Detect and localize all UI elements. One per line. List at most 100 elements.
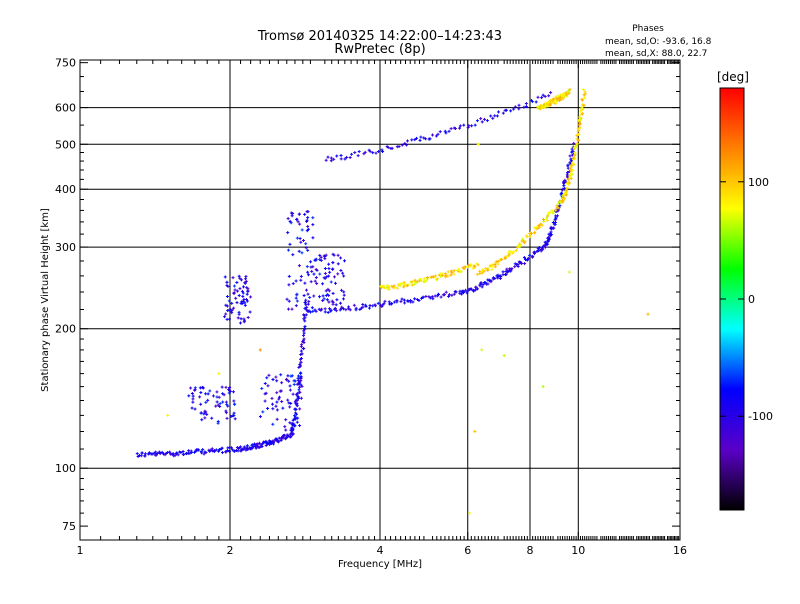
data-point [580, 105, 584, 109]
data-point [524, 102, 528, 106]
data-point [221, 392, 225, 396]
data-point [298, 390, 302, 394]
data-point [411, 300, 415, 304]
data-point [288, 434, 292, 438]
data-point [441, 293, 445, 297]
data-point [224, 303, 228, 307]
data-point [228, 388, 232, 392]
data-point [413, 278, 417, 282]
data-point [543, 94, 547, 98]
data-point [431, 133, 435, 137]
data-point [178, 450, 182, 454]
data-point [523, 239, 527, 243]
data-point [283, 425, 287, 429]
data-point [386, 145, 390, 149]
data-point [223, 275, 227, 279]
data-point [306, 270, 310, 274]
data-point [556, 206, 560, 210]
data-point [570, 163, 574, 167]
data-point [646, 312, 650, 316]
data-point [225, 449, 229, 453]
data-point [322, 276, 326, 280]
data-point [327, 267, 331, 271]
data-point [575, 137, 579, 141]
data-point [304, 246, 308, 250]
data-point [479, 117, 483, 121]
data-point [361, 303, 365, 307]
data-point [304, 288, 308, 292]
data-point [529, 232, 533, 236]
data-point [198, 395, 202, 399]
data-point [344, 308, 348, 312]
data-point [329, 156, 333, 160]
data-point [547, 235, 551, 239]
data-point [275, 417, 279, 421]
data-point [371, 304, 375, 308]
data-point [248, 310, 252, 314]
data-point [578, 115, 582, 119]
data-point [326, 310, 330, 314]
data-point [397, 145, 401, 149]
data-point [295, 420, 299, 424]
data-point [415, 136, 419, 140]
data-point [155, 452, 159, 456]
data-point [350, 152, 354, 156]
data-point [329, 308, 333, 312]
data-point [190, 450, 194, 454]
data-point [143, 454, 147, 458]
data-point [364, 304, 368, 308]
data-point [410, 138, 414, 142]
data-point [302, 347, 306, 351]
data-point [257, 441, 261, 445]
data-point [569, 169, 573, 173]
data-point [285, 297, 289, 301]
y-tick-label: 200 [55, 323, 76, 336]
data-point [240, 447, 244, 451]
data-point [274, 404, 278, 408]
data-point [359, 306, 363, 310]
data-point [489, 279, 493, 283]
data-point [568, 87, 572, 91]
data-point [405, 284, 409, 288]
data-point [419, 278, 423, 282]
data-point [314, 309, 318, 313]
data-point [297, 381, 301, 385]
data-point [295, 403, 299, 407]
data-point [285, 433, 289, 437]
data-point [239, 278, 243, 282]
data-point [327, 262, 331, 266]
data-point [189, 386, 193, 390]
data-point [175, 451, 179, 455]
data-point [336, 272, 340, 276]
data-point [431, 297, 435, 301]
data-point [418, 138, 422, 142]
data-point [305, 265, 309, 269]
x-tick-label: 10 [571, 544, 585, 557]
data-point [294, 304, 298, 308]
data-point [540, 96, 544, 100]
data-point [400, 143, 404, 147]
data-point [399, 300, 403, 304]
data-point [518, 243, 522, 247]
data-point [393, 285, 397, 289]
data-point [162, 452, 166, 456]
data-point [530, 100, 534, 104]
data-point [549, 91, 553, 95]
data-point [476, 263, 480, 267]
data-point [262, 440, 266, 444]
data-point [149, 452, 153, 456]
data-point [306, 292, 310, 296]
data-point [493, 262, 497, 266]
data-point [523, 262, 527, 266]
data-point [288, 421, 292, 425]
data-point [302, 294, 306, 298]
data-point [264, 391, 268, 395]
data-point [491, 277, 495, 281]
data-point [306, 216, 310, 220]
data-point [245, 297, 249, 301]
data-point [573, 150, 577, 154]
data-point [578, 122, 582, 126]
data-point [299, 240, 303, 244]
data-point [260, 444, 264, 448]
